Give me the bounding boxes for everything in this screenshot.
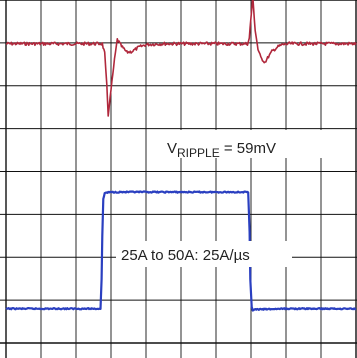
ripple-annotation-main: V: [167, 140, 177, 157]
ripple-annotation-subscript: RIPPLE: [177, 146, 220, 160]
ripple-annotation: VRIPPLE = 59mV: [163, 130, 353, 160]
ripple-annotation-text: VRIPPLE = 59mV: [167, 140, 276, 160]
output-voltage-trace: [5, 0, 357, 117]
load-current-trace: [5, 190, 357, 312]
load-step-annotation: 25A to 50A: 25A/µs: [116, 241, 292, 267]
traces: [5, 0, 357, 312]
ripple-annotation-value: = 59mV: [220, 140, 276, 157]
load-step-annotation-text: 25A to 50A: 25A/µs: [121, 247, 250, 264]
load-step-annotation-background: [116, 241, 292, 267]
ripple-annotation-background: [163, 130, 353, 158]
